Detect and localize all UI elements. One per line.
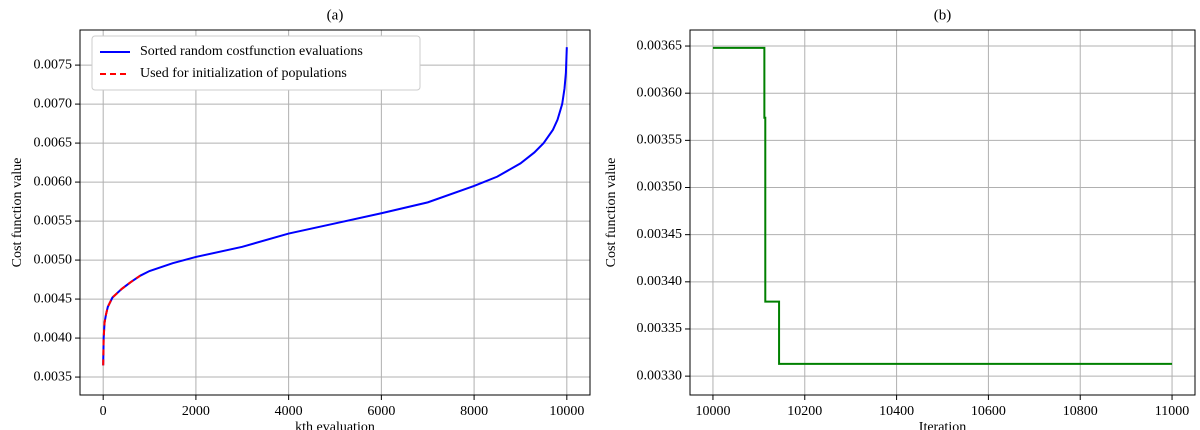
y-tick-label: 0.00350 (637, 180, 683, 195)
x-axis-label: kth evaluation (295, 420, 375, 430)
x-tick-label: 10200 (787, 404, 822, 419)
data-line (102, 274, 141, 366)
y-tick-label: 0.0075 (34, 57, 73, 72)
y-tick-label: 0.0050 (34, 252, 73, 267)
y-axis-label: Cost function value (10, 158, 25, 268)
y-tick-label: 0.0070 (34, 96, 73, 111)
x-tick-label: 0 (100, 404, 107, 419)
data-line (102, 47, 568, 366)
legend-label: Sorted random costfunction evaluations (140, 44, 363, 59)
plot-frame (79, 29, 591, 396)
legend-label: Used for initialization of populations (140, 66, 347, 81)
y-tick-label: 0.0045 (34, 291, 73, 306)
x-tick-label: 8000 (460, 404, 488, 419)
y-tick-label: 0.0035 (34, 369, 73, 384)
x-tick-label: 10000 (549, 404, 584, 419)
chart-title: (a) (327, 7, 344, 23)
x-tick-label: 10400 (879, 404, 914, 419)
y-tick-label: 0.00345 (637, 227, 683, 242)
plot-frame (689, 29, 1196, 396)
y-axis-label: Cost function value (604, 158, 619, 268)
x-tick-label: 4000 (275, 404, 303, 419)
data-line (712, 46, 1173, 365)
y-tick-label: 0.00330 (637, 368, 683, 383)
x-tick-label: 11000 (1155, 404, 1189, 419)
chart-title: (b) (934, 7, 952, 23)
x-tick-label: 2000 (182, 404, 210, 419)
y-tick-label: 0.0060 (34, 174, 73, 189)
y-tick-label: 0.00360 (637, 85, 683, 100)
x-tick-label: 10000 (695, 404, 730, 419)
x-tick-label: 10800 (1063, 404, 1098, 419)
y-tick-label: 0.0040 (34, 330, 73, 345)
y-tick-label: 0.00335 (637, 321, 683, 336)
legend-box (91, 35, 421, 91)
y-tick-label: 0.00355 (637, 133, 683, 148)
x-axis-label: Iteration (919, 420, 966, 430)
y-tick-label: 0.00365 (637, 38, 683, 53)
x-tick-label: 10600 (971, 404, 1006, 419)
y-tick-label: 0.00340 (637, 274, 683, 289)
y-tick-label: 0.0065 (34, 135, 73, 150)
y-tick-label: 0.0055 (34, 213, 73, 228)
x-tick-label: 6000 (367, 404, 395, 419)
